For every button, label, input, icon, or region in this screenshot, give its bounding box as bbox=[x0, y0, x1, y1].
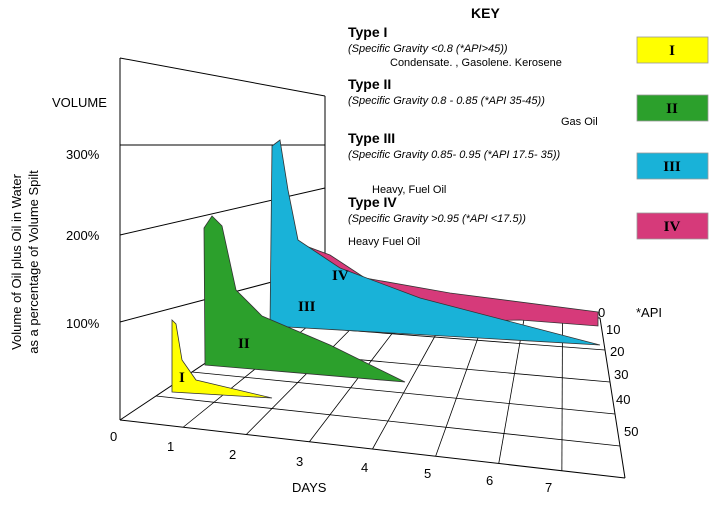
volume-label: as a percentage of Volume Spilt bbox=[26, 170, 41, 354]
volume-tick: 200% bbox=[66, 228, 100, 243]
key-badge-label: II bbox=[666, 101, 678, 117]
api-tick: 0 bbox=[598, 305, 605, 320]
key-type-name: Type II bbox=[348, 76, 391, 92]
shape-label: III bbox=[298, 299, 316, 315]
type-ii-shape bbox=[203, 215, 406, 383]
key-examples: Heavy Fuel Oil bbox=[348, 236, 420, 248]
key-badge-label: I bbox=[669, 43, 675, 59]
days-tick: 6 bbox=[486, 473, 493, 488]
shape-label: II bbox=[238, 336, 250, 352]
floor-grid-line bbox=[155, 395, 621, 447]
key-badge bbox=[636, 212, 709, 240]
key-badge bbox=[636, 94, 709, 122]
key-badge bbox=[636, 36, 709, 64]
api-title: *API bbox=[636, 305, 662, 320]
api-tick: 10 bbox=[606, 322, 620, 337]
key-title: KEY bbox=[471, 5, 500, 21]
days-tick: 7 bbox=[545, 480, 552, 495]
key-spec: (Specific Gravity 0.85- 0.95 (*API 17.5-… bbox=[348, 149, 560, 161]
days-tick: 1 bbox=[167, 439, 174, 454]
days-title: DAYS bbox=[292, 480, 327, 495]
key-spec: (Specific Gravity 0.8 - 0.85 (*API 35-45… bbox=[348, 95, 545, 107]
key-spec: (Specific Gravity <0.8 (*API>45)) bbox=[348, 43, 508, 55]
floor-grid-line bbox=[191, 371, 616, 415]
api-tick: 40 bbox=[616, 392, 630, 407]
key-type-name: Type IV bbox=[348, 194, 397, 210]
days-tick: 2 bbox=[229, 447, 236, 462]
api-tick: 50 bbox=[624, 424, 638, 439]
days-tick: 4 bbox=[361, 460, 368, 475]
volume-tick: 300% bbox=[66, 147, 100, 162]
key-badge-label: III bbox=[663, 159, 681, 175]
axes-frame bbox=[119, 57, 626, 479]
type-iii-shape bbox=[269, 139, 601, 346]
key-examples: Condensate. , Gasolene. Kerosene bbox=[390, 57, 562, 69]
key-type-name: Type III bbox=[348, 130, 395, 146]
key-badge-label: IV bbox=[664, 219, 681, 235]
days-tick: 5 bbox=[424, 466, 431, 481]
api-tick: 20 bbox=[610, 344, 624, 359]
key-badge bbox=[636, 152, 709, 180]
key-type-name: Type I bbox=[348, 24, 387, 40]
volume-title: VOLUME bbox=[52, 95, 107, 110]
shape-label: I bbox=[179, 370, 185, 386]
key-examples: Gas Oil bbox=[561, 116, 598, 128]
type-i-shape bbox=[171, 319, 273, 399]
volume-tick: 100% bbox=[66, 316, 100, 331]
key-spec: (Specific Gravity >0.95 (*API <17.5)) bbox=[348, 213, 526, 225]
key-examples: Heavy, Fuel Oil bbox=[372, 184, 446, 196]
days-tick: 3 bbox=[296, 454, 303, 469]
shape-label: IV bbox=[332, 268, 349, 284]
volume-label: Volume of Oil plus Oil in Water bbox=[9, 173, 24, 349]
api-tick: 30 bbox=[614, 367, 628, 382]
days-tick: 0 bbox=[110, 429, 117, 444]
